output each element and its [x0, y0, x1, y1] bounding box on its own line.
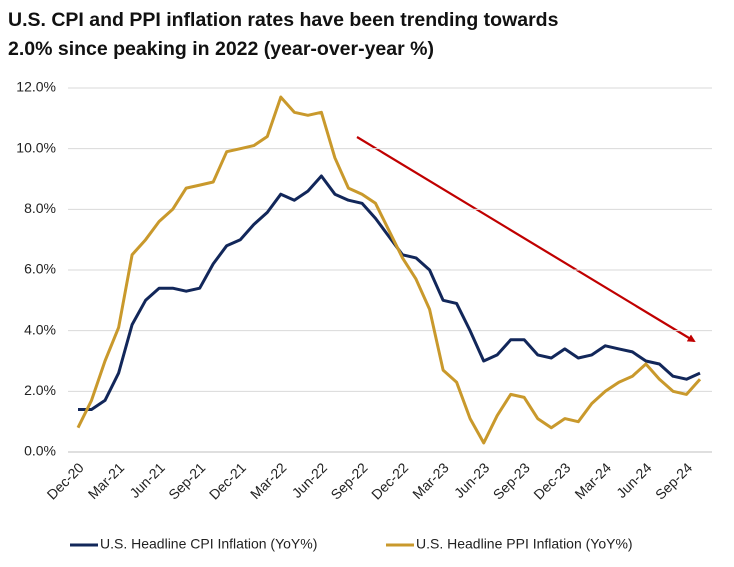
series-line: [76, 95, 702, 445]
y-tick-label: 10.0%: [16, 139, 56, 155]
y-tick-label: 6.0%: [24, 261, 56, 277]
y-tick-label: 12.0%: [16, 79, 56, 95]
legend-label: U.S. Headline PPI Inflation (YoY%): [416, 536, 633, 552]
x-tick-label: Dec-22: [368, 459, 411, 502]
legend-label: U.S. Headline CPI Inflation (YoY%): [100, 536, 317, 552]
x-tick-label: Jun-22: [289, 459, 331, 501]
x-tick-label: Jun-21: [126, 459, 168, 501]
x-tick-label: Sep-22: [327, 459, 370, 502]
x-tick-label: Jun-24: [613, 459, 655, 501]
x-tick-label: Jun-23: [451, 459, 493, 501]
trend-arrow: [356, 136, 696, 343]
x-tick-label: Mar-23: [409, 459, 452, 502]
chart-title: U.S. CPI and PPI inflation rates have be…: [8, 9, 559, 60]
y-tick-label: 2.0%: [24, 382, 56, 398]
x-tick-label: Mar-24: [571, 459, 614, 502]
x-tick-label: Sep-24: [652, 459, 695, 502]
y-tick-label: 8.0%: [24, 200, 56, 216]
y-tick-label: 0.0%: [24, 443, 56, 459]
x-tick-label: Dec-20: [44, 459, 87, 502]
x-tick-label: Mar-21: [85, 459, 128, 502]
y-tick-label: 4.0%: [24, 321, 56, 337]
x-tick-label: Mar-22: [247, 459, 290, 502]
x-tick-label: Sep-21: [165, 459, 208, 502]
x-tick-label: Dec-21: [206, 459, 249, 502]
series-line: [78, 174, 701, 411]
x-tick-label: Sep-23: [490, 459, 533, 502]
x-tick-label: Dec-23: [530, 459, 573, 502]
